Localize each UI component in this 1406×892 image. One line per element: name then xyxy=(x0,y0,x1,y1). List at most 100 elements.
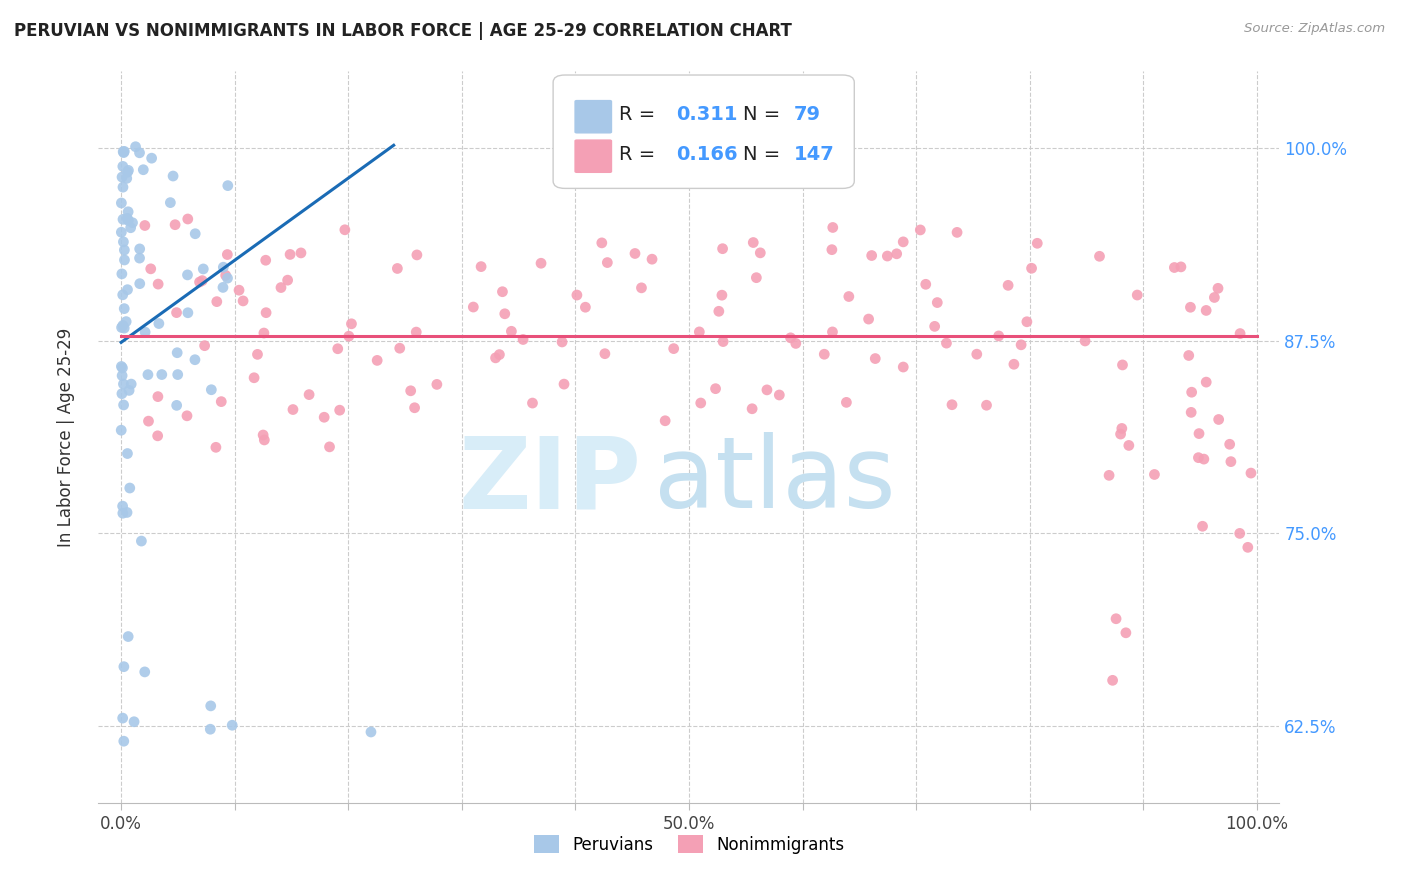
Point xyxy=(298,387,321,401)
Point xyxy=(463,300,485,314)
FancyBboxPatch shape xyxy=(575,100,612,134)
Point xyxy=(254,306,277,320)
Point xyxy=(858,312,880,326)
FancyBboxPatch shape xyxy=(553,75,855,188)
Point xyxy=(891,359,914,374)
Point xyxy=(501,324,523,338)
Point xyxy=(111,499,134,513)
Point xyxy=(1111,358,1133,372)
Point xyxy=(194,339,217,353)
Point xyxy=(924,319,946,334)
Point xyxy=(1126,288,1149,302)
Point xyxy=(399,384,422,398)
Point xyxy=(1111,421,1133,435)
Point xyxy=(277,273,299,287)
Text: ZIP: ZIP xyxy=(458,433,641,530)
Point xyxy=(813,347,835,361)
Point xyxy=(710,288,733,302)
Point xyxy=(387,261,409,276)
Point xyxy=(112,235,135,249)
Point xyxy=(1181,385,1204,400)
Point xyxy=(927,295,949,310)
Point xyxy=(1191,519,1213,533)
Point xyxy=(115,315,138,329)
Point xyxy=(134,325,156,339)
Point xyxy=(1219,437,1241,451)
Point xyxy=(565,288,588,302)
Point xyxy=(111,360,134,375)
Text: N =: N = xyxy=(744,145,787,163)
Point xyxy=(217,247,239,261)
Point xyxy=(1098,468,1121,483)
Point xyxy=(115,505,138,519)
Point xyxy=(146,429,169,443)
Point xyxy=(1236,541,1258,555)
Point xyxy=(134,665,156,679)
Point xyxy=(551,334,574,349)
Y-axis label: In Labor Force | Age 25-29: In Labor Force | Age 25-29 xyxy=(56,327,75,547)
Point xyxy=(1088,249,1111,263)
Point xyxy=(1163,260,1185,275)
Text: 0.311: 0.311 xyxy=(676,105,738,124)
Point xyxy=(176,409,198,423)
Point xyxy=(1240,466,1263,480)
Point xyxy=(366,353,388,368)
Text: R =: R = xyxy=(619,105,662,124)
Point xyxy=(281,402,304,417)
Point xyxy=(290,246,312,260)
Point xyxy=(821,243,844,257)
Point xyxy=(184,352,207,367)
Point xyxy=(337,329,360,343)
Point xyxy=(112,398,135,412)
Point xyxy=(1015,315,1038,329)
Point xyxy=(117,283,139,297)
Point xyxy=(876,249,898,263)
Point xyxy=(741,401,763,416)
Point xyxy=(755,383,778,397)
Point xyxy=(166,368,188,382)
Point xyxy=(329,403,352,417)
Point xyxy=(120,377,142,392)
Point xyxy=(117,165,139,179)
Point xyxy=(193,262,215,277)
Point xyxy=(1115,625,1137,640)
Text: 79: 79 xyxy=(794,105,821,124)
Point xyxy=(148,317,170,331)
Point xyxy=(128,251,150,265)
Point xyxy=(987,329,1010,343)
Point xyxy=(217,178,239,193)
Point xyxy=(1192,452,1215,467)
Point xyxy=(188,275,211,289)
Point xyxy=(1229,326,1251,341)
Point xyxy=(1180,405,1202,419)
Point xyxy=(553,377,575,392)
Point xyxy=(184,227,207,241)
Point xyxy=(134,219,156,233)
Point xyxy=(654,414,676,428)
Point xyxy=(112,377,135,392)
Text: PERUVIAN VS NONIMMIGRANTS IN LABOR FORCE | AGE 25-29 CORRELATION CHART: PERUVIAN VS NONIMMIGRANTS IN LABOR FORCE… xyxy=(14,22,792,40)
Point xyxy=(111,318,134,333)
Point xyxy=(270,280,292,294)
Point xyxy=(662,342,685,356)
Point xyxy=(253,326,276,340)
Point xyxy=(1026,236,1049,251)
Point xyxy=(165,218,187,232)
Point xyxy=(630,281,652,295)
Point xyxy=(405,325,427,339)
Point xyxy=(132,162,155,177)
Point xyxy=(112,145,135,159)
Point xyxy=(574,300,596,314)
Point xyxy=(314,410,336,425)
Point xyxy=(711,242,734,256)
Point xyxy=(112,301,135,316)
Point xyxy=(426,377,449,392)
Point xyxy=(117,211,139,226)
Point xyxy=(1206,281,1229,295)
Text: 0.166: 0.166 xyxy=(676,145,738,163)
Point xyxy=(749,245,772,260)
FancyBboxPatch shape xyxy=(575,139,612,173)
Point xyxy=(688,325,710,339)
Point xyxy=(122,714,145,729)
Text: 147: 147 xyxy=(794,145,835,163)
